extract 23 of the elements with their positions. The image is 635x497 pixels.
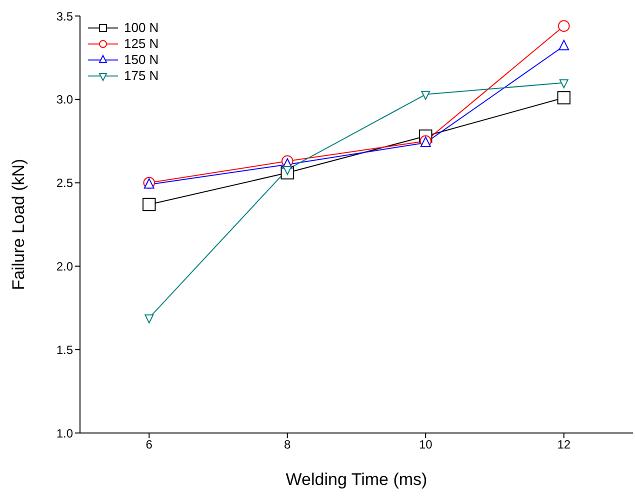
point <box>559 79 568 88</box>
x-tick-label: 6 <box>146 438 153 452</box>
legend-label: 150 N <box>124 52 159 68</box>
x-axis-title: Welding Time (ms) <box>286 470 428 489</box>
y-tick-label: 1.5 <box>56 342 74 357</box>
x-tick-label: 8 <box>284 438 292 452</box>
point <box>144 314 154 324</box>
y-tick-label: 2.0 <box>56 259 74 274</box>
legend-label: 175 N <box>124 68 159 84</box>
y-axis-title: Failure Load (kN) <box>9 158 28 290</box>
legend-label: 125 N <box>124 36 159 52</box>
point <box>421 90 430 100</box>
point <box>558 20 570 32</box>
y-tick-label: 2.5 <box>56 176 74 190</box>
x-tick-label: 10 <box>418 438 433 452</box>
x-tick-label: 12 <box>557 438 571 452</box>
y-tick-label: 3.0 <box>56 92 74 107</box>
y-tick-label: 3.5 <box>56 9 74 24</box>
point <box>142 198 156 212</box>
y-tick-label: 1.0 <box>56 426 74 440</box>
legend-label: 100 N <box>124 20 159 36</box>
point <box>558 40 570 50</box>
point <box>557 91 570 104</box>
